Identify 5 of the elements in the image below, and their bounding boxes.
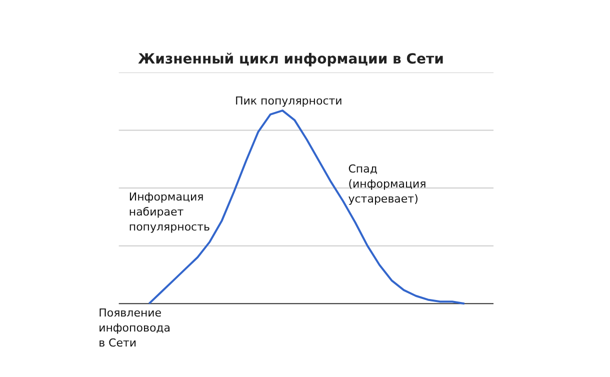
annotation: Информация набирает популярность [128, 190, 210, 234]
text: Появление инфоповода в Сети [98, 306, 171, 350]
annotation: Спад (информация устаревает) [348, 162, 426, 206]
chart-title: Жизненный цикл информации в Сети [138, 52, 444, 68]
text: Пик популярности [234, 94, 342, 108]
